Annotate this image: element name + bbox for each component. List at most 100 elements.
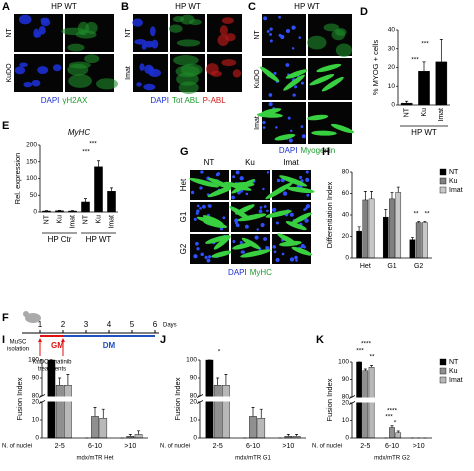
error-bar xyxy=(417,221,421,223)
y-tick-label: 100 xyxy=(28,357,39,364)
myotube xyxy=(316,63,342,73)
x-tick-label: Het xyxy=(360,263,371,270)
significance: ** xyxy=(413,211,419,218)
row-label: G1 xyxy=(179,211,188,222)
x-tick-label: Ku xyxy=(56,215,63,224)
bar xyxy=(409,239,416,259)
legend-label: NT xyxy=(449,359,459,366)
error-bar xyxy=(390,425,394,428)
legend-swatch xyxy=(439,376,447,384)
cell xyxy=(175,65,200,78)
bar xyxy=(222,385,230,439)
nucleus xyxy=(244,224,249,229)
nucleus xyxy=(206,258,211,263)
nucleus xyxy=(200,252,204,257)
nucleus xyxy=(269,32,272,36)
myotube xyxy=(274,133,296,141)
x-tick-label: Imat xyxy=(108,215,115,229)
row-label: Het xyxy=(179,178,188,191)
legend-label: Ku xyxy=(449,178,458,185)
bar xyxy=(81,201,90,213)
y-tick-label: 80 xyxy=(190,393,198,400)
nucleus xyxy=(292,93,296,97)
nucleus xyxy=(287,116,291,120)
nucleus xyxy=(285,63,290,67)
legend-label: Imat xyxy=(449,377,463,384)
x-caption: N. of nuclei xyxy=(160,444,190,450)
micrograph xyxy=(229,202,270,232)
y-tick-label: 20 xyxy=(190,399,198,406)
nucleus xyxy=(14,66,26,75)
micrograph xyxy=(262,14,306,56)
nucleus xyxy=(275,221,279,225)
nucleus xyxy=(295,259,298,262)
nucleus xyxy=(304,218,309,223)
y-tick-label: 50 xyxy=(30,192,38,199)
nucleus xyxy=(190,190,195,195)
nucleus xyxy=(239,240,243,244)
nucleus xyxy=(235,170,240,175)
nucleus xyxy=(263,16,268,21)
myotube xyxy=(331,123,355,134)
nucleus xyxy=(222,216,226,220)
micrograph xyxy=(190,234,232,264)
error-bar xyxy=(251,407,255,417)
axis-break xyxy=(348,397,432,403)
y-tick-label: 20 xyxy=(342,400,350,407)
y-tick-label: 10 xyxy=(388,83,396,90)
y-axis-label: % MYOG + cells xyxy=(371,40,380,95)
y-tick-label: 20 xyxy=(388,64,396,71)
cell xyxy=(335,28,347,36)
error-bar xyxy=(58,377,62,386)
nucleus xyxy=(290,129,293,133)
nucleus xyxy=(262,120,266,125)
micrograph xyxy=(14,54,63,92)
myotube xyxy=(285,69,308,79)
myotube xyxy=(279,175,308,187)
nucleus xyxy=(291,47,295,50)
y-axis-label: Differentiation Index xyxy=(325,181,334,248)
day-label: 5 xyxy=(130,320,135,329)
caption-part: Myogenin xyxy=(300,146,335,155)
arrow-head xyxy=(61,338,65,342)
y-tick-label: 10 xyxy=(190,417,198,424)
bar xyxy=(94,166,103,213)
isolation-label: MuSC xyxy=(10,340,27,346)
caption-part: DAPI xyxy=(228,268,247,277)
nucleus xyxy=(143,83,156,91)
nucleus xyxy=(208,255,212,259)
x-tick-label: >10 xyxy=(282,443,294,450)
x-tick-label: Ku xyxy=(421,108,428,117)
myotube xyxy=(235,204,255,215)
y-axis-label: Fusion Index xyxy=(15,377,24,420)
cell xyxy=(225,33,236,42)
micrograph-bg xyxy=(308,102,352,144)
nucleus xyxy=(272,245,277,249)
micrograph xyxy=(256,102,306,144)
cell xyxy=(68,74,92,88)
bar xyxy=(55,385,64,439)
nucleus xyxy=(232,240,236,243)
nucleus xyxy=(258,209,263,214)
error-bar xyxy=(423,221,427,223)
nucleus xyxy=(294,255,298,260)
nucleus xyxy=(148,68,161,77)
nucleus xyxy=(282,191,288,196)
myotube xyxy=(265,210,292,218)
group-label: HP Ctr xyxy=(48,235,72,244)
nucleus xyxy=(195,241,199,246)
chart-label: E xyxy=(2,120,9,132)
cell xyxy=(77,21,90,36)
legend-swatch xyxy=(439,186,447,194)
nucleus xyxy=(151,39,159,49)
panel-label: B xyxy=(121,1,129,13)
nucleus xyxy=(269,39,273,43)
micrograph xyxy=(189,170,237,200)
panel-label: G xyxy=(180,146,189,158)
nucleus xyxy=(204,255,208,260)
micrograph xyxy=(14,14,63,52)
legend-label: Ku xyxy=(449,368,458,375)
nucleus xyxy=(199,206,202,210)
row-label: NT xyxy=(254,30,261,40)
